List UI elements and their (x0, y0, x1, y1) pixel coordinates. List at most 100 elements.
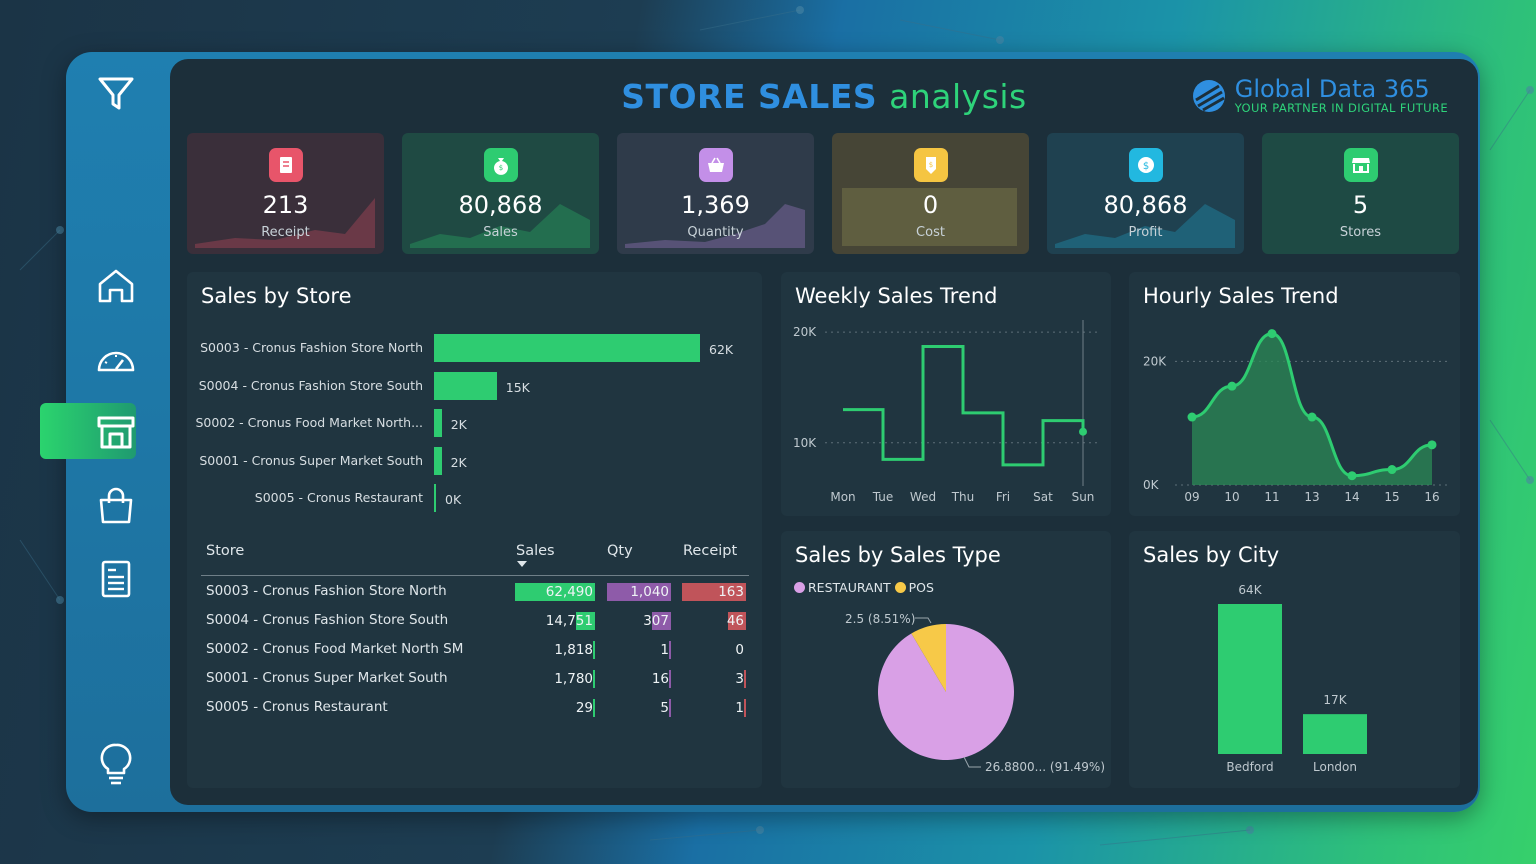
sales-type-legend: RESTAURANT POS (794, 580, 934, 595)
weekly-sales-title: Weekly Sales Trend (795, 284, 998, 308)
cell-databar (592, 670, 595, 688)
leader-line (963, 756, 981, 768)
svg-text:$: $ (499, 164, 503, 172)
cell-databar (669, 699, 671, 717)
brand-name: Global Data 365 (1234, 75, 1430, 103)
table-row[interactable]: S0003 - Cronus Fashion Store North 62,490… (201, 582, 749, 602)
hourly-point[interactable] (1307, 412, 1317, 422)
legend-swatch-restaurant (794, 582, 805, 593)
store-bar-label: S0003 - Cronus Fashion Store North (200, 340, 423, 355)
store-bar[interactable] (434, 446, 442, 475)
cell-databar (592, 641, 595, 659)
hourly-point[interactable] (1227, 381, 1237, 391)
hourly-area (1192, 333, 1432, 485)
weekly-point[interactable] (1079, 427, 1087, 436)
store-bar[interactable] (434, 484, 436, 512)
store-bar-value: 62K (709, 342, 734, 357)
cell-databar (744, 699, 746, 717)
gauge-icon[interactable] (96, 340, 136, 380)
x-tick-label: 16 (1424, 490, 1439, 504)
cell-databar (515, 583, 595, 601)
main-panel: STORE SALES analysis Global Data 365 YOUR… (170, 59, 1478, 805)
sidebar (40, 52, 170, 812)
x-tick-label: 15 (1384, 490, 1399, 504)
sales-by-city-title: Sales by City (1143, 543, 1280, 567)
cell-databar (744, 670, 746, 688)
kpi-value: 213 (262, 191, 309, 219)
kpi-card-cost[interactable]: $0 Cost (832, 133, 1029, 254)
cell-sales: 14,751 (545, 613, 593, 629)
brand-logo: Global Data 365 YOUR PARTNER IN DIGITAL F… (1191, 77, 1448, 115)
y-tick-label: 0K (1143, 478, 1160, 492)
sales-by-city-chart: 64K Bedford 17K London (1218, 583, 1367, 774)
store-bar[interactable] (434, 334, 700, 362)
report-icon[interactable] (96, 559, 136, 599)
city-x-label: London (1313, 760, 1357, 774)
table-row[interactable]: S0005 - Cronus Restaurant 29 5 1 (201, 698, 749, 718)
cell-databar (576, 612, 595, 630)
store-bar[interactable] (434, 371, 497, 400)
pie-label-restaurant: 26.8800... (91.49%) (985, 760, 1105, 774)
hourly-point[interactable] (1427, 440, 1437, 450)
col-header-store[interactable]: Store (206, 543, 245, 559)
basket-icon (699, 148, 733, 182)
cell-databar (669, 641, 671, 659)
city-bar[interactable] (1218, 604, 1282, 754)
hourly-point[interactable] (1387, 465, 1397, 475)
x-tick-label: Mon (830, 490, 855, 504)
x-tick-label: 09 (1184, 490, 1199, 504)
col-header-receipt[interactable]: Receipt (683, 543, 738, 559)
kpi-label: Quantity (687, 225, 744, 240)
cell-sales: 29 (575, 700, 593, 716)
kpi-label: Receipt (261, 225, 310, 240)
table-row[interactable]: S0002 - Cronus Food Market North SM 1,818… (201, 640, 749, 660)
globe-logo-icon (1192, 80, 1225, 112)
kpi-sparkline (625, 204, 805, 248)
svg-text:$: $ (929, 161, 933, 169)
kpi-label: Profit (1128, 225, 1163, 240)
cell-receipt: 0 (735, 642, 744, 658)
kpi-sparkline (195, 198, 375, 248)
col-header-qty[interactable]: Qty (607, 543, 633, 559)
legend-pos[interactable]: POS (908, 580, 934, 595)
sales-by-store-title: Sales by Store (201, 284, 352, 308)
hourly-point[interactable] (1187, 412, 1197, 422)
kpi-label: Stores (1339, 225, 1382, 240)
hourly-point[interactable] (1267, 329, 1277, 339)
weekly-line[interactable] (843, 345, 1085, 467)
table-row[interactable]: S0004 - Cronus Fashion Store South 14,751… (201, 611, 749, 631)
cell-databar (652, 612, 671, 630)
kpi-card-receipt[interactable]: 213 Receipt (187, 133, 384, 254)
store-icon (1344, 148, 1378, 182)
page-title: STORE SALES analysis (621, 77, 1027, 116)
city-bar[interactable] (1303, 714, 1367, 754)
store-icon[interactable] (96, 412, 136, 452)
store-bar-value: 15K (505, 379, 530, 395)
kpi-card-stores[interactable]: 5 Stores (1262, 133, 1459, 254)
kpi-card-quantity[interactable]: 1,369 Quantity (617, 133, 814, 254)
table-divider (201, 575, 749, 576)
cell-databar (607, 583, 671, 601)
table-row[interactable]: S0001 - Cronus Super Market South 1,780 16… (201, 669, 749, 689)
x-tick-label: 11 (1264, 490, 1279, 504)
legend-swatch-pos (894, 582, 906, 593)
kpi-label: Sales (483, 225, 518, 240)
shopping-bag-icon[interactable] (96, 486, 136, 526)
hourly-point[interactable] (1347, 471, 1357, 481)
cell-sales: 1,818 (554, 642, 593, 658)
lightbulb-icon[interactable] (96, 743, 136, 785)
kpi-card-profit[interactable]: $80,868 Profit (1047, 133, 1244, 254)
legend-restaurant[interactable]: RESTAURANT (808, 580, 891, 595)
kpi-card-sales[interactable]: $80,868 Sales (402, 133, 599, 254)
home-icon[interactable] (96, 266, 136, 306)
city-x-label: Bedford (1226, 760, 1273, 774)
dollar-badge-icon: $ (1129, 148, 1163, 182)
store-bar[interactable] (434, 409, 442, 437)
filter-icon[interactable] (96, 74, 136, 114)
sales-by-city-card: Sales by City 64K Bedford 17K London (1129, 531, 1460, 788)
col-header-sales[interactable]: Sales (516, 543, 555, 559)
pie-slice-pos[interactable] (911, 624, 946, 692)
x-tick-label: 13 (1304, 490, 1319, 504)
cell-receipt: 3 (735, 671, 744, 687)
